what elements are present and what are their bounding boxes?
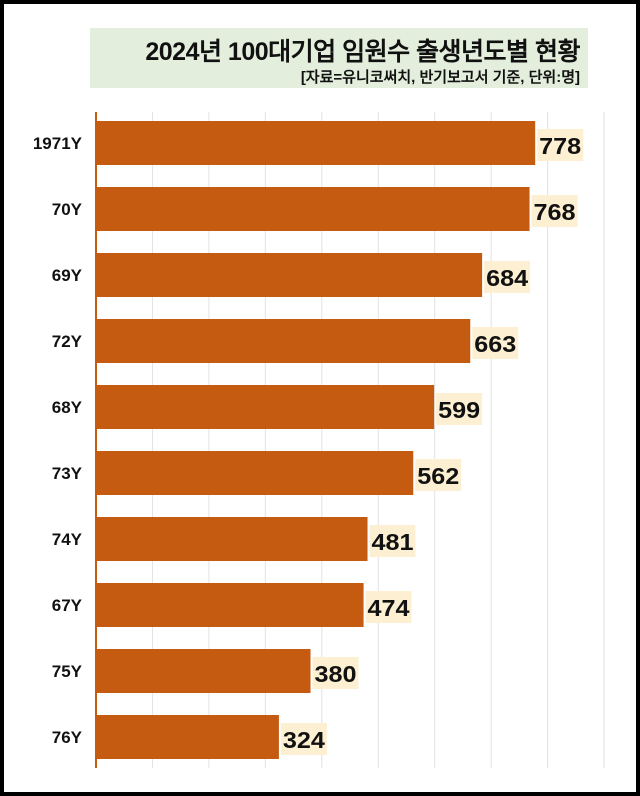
category-label: 74Y [52,530,83,549]
category-label: 69Y [52,266,83,285]
value-label-bg [365,591,412,623]
value-label: 663 [474,331,516,357]
value-label-bg [472,327,519,359]
category-label: 75Y [52,662,83,681]
bar [96,517,368,561]
value-label: 562 [417,463,459,489]
bar [96,385,435,429]
value-label: 474 [368,595,410,621]
value-label-bg [280,723,327,755]
bar [96,451,414,495]
value-label: 599 [438,397,480,423]
category-label: 72Y [52,332,83,351]
category-label: 68Y [52,398,83,417]
category-label: 1971Y [33,134,83,153]
chart-subtitle: [자료=유니코써치, 반기보고서 기준, 단위:명] [300,69,580,86]
value-label: 481 [372,529,414,555]
bar [96,187,530,231]
bar [96,583,364,627]
value-label: 684 [486,265,528,291]
bar [96,253,483,297]
value-label-bg [531,195,578,227]
bar [96,649,311,693]
title-box: 2024년 100대기업 임원수 출생년도별 현황 [자료=유니코써치, 반기보… [90,28,588,88]
bar [96,319,471,363]
value-label: 778 [539,133,581,159]
value-label-bg [484,261,531,293]
chart-title: 2024년 100대기업 임원수 출생년도별 현황 [145,38,580,66]
bar [96,121,536,165]
bar [96,715,279,759]
category-label: 67Y [52,596,83,615]
category-label: 73Y [52,464,83,483]
value-label: 768 [534,199,576,225]
category-label: 76Y [52,728,83,747]
value-label-bg [537,129,584,161]
category-label: 70Y [52,200,83,219]
bar-chart: 1971Y 778 70Y 768 69Y 684 72Y 663 68Y 599 73Y 562 74… [33,112,605,768]
value-label-bg [436,393,483,425]
value-label-bg [312,657,359,689]
value-label-bg [415,459,462,491]
value-label: 380 [315,661,357,687]
value-label: 324 [283,727,325,753]
value-label-bg [369,525,416,557]
